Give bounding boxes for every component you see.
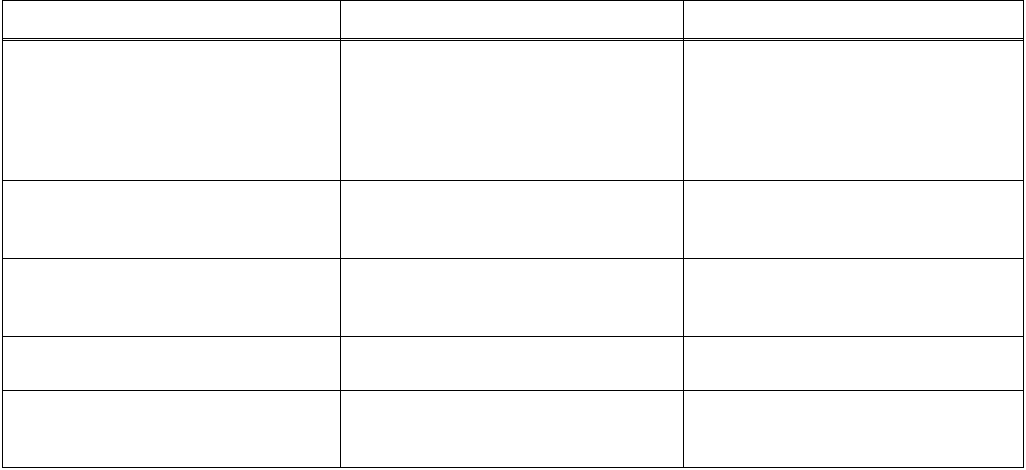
table-border <box>2 0 1024 468</box>
page: {} (() => { const data = JSON.parse(docu… <box>0 0 1026 470</box>
empty-table <box>2 0 1024 468</box>
